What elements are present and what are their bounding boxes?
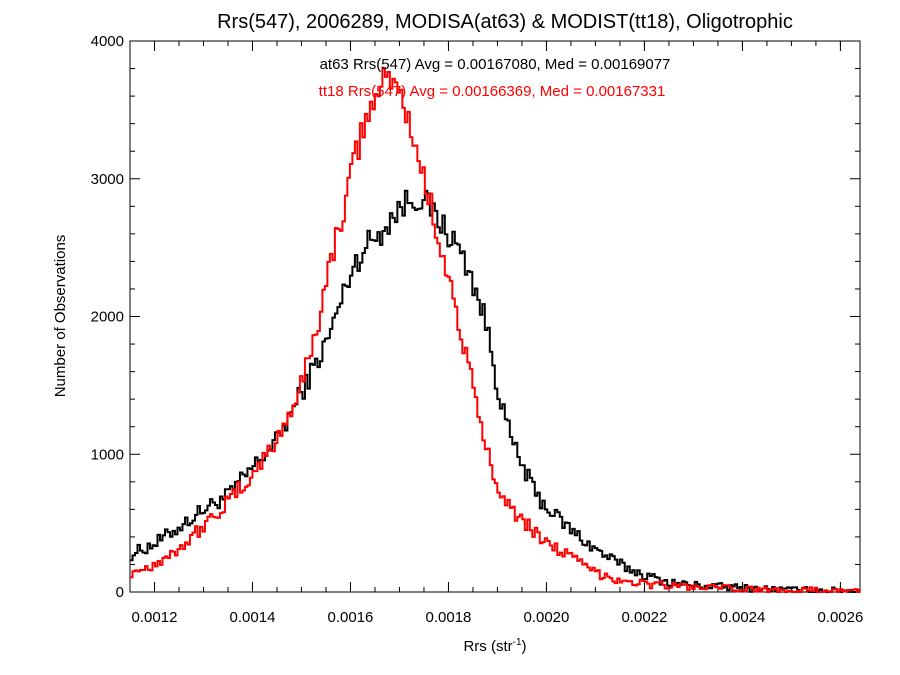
y-tick-label: 1000 xyxy=(91,446,124,463)
x-tick-label: 0.0022 xyxy=(621,609,667,626)
x-tick-label: 0.0020 xyxy=(523,609,569,626)
plot-frame xyxy=(129,40,861,593)
annotation-tt18: tt18 Rrs(547) Avg = 0.00166369, Med = 0.… xyxy=(319,83,666,100)
x-axis-label-close: ) xyxy=(522,638,527,655)
y-tick-label: 2000 xyxy=(91,309,124,326)
x-axis-label-sup: -1 xyxy=(513,637,522,648)
y-axis-label: Number of Observations xyxy=(52,235,69,398)
series-layer xyxy=(130,67,861,593)
x-axis-label: Rrs (str-1) xyxy=(463,637,526,655)
series-line-0 xyxy=(130,189,861,593)
x-tick-label: 0.0026 xyxy=(817,609,863,626)
x-tick-label: 0.0016 xyxy=(328,609,374,626)
x-axis-label-base: Rrs (str xyxy=(463,638,512,655)
series-line-1 xyxy=(130,67,861,593)
y-tick-label: 0 xyxy=(116,584,124,601)
x-tick-label: 0.0014 xyxy=(230,609,276,626)
y-tick-label: 3000 xyxy=(91,171,124,188)
annotation-at63: at63 Rrs(547) Avg = 0.00167080, Med = 0.… xyxy=(320,56,671,73)
x-axis-ticks: 0.0012 0.0014 0.0016 0.0018 0.0020 0.0022 0.00… xyxy=(129,41,863,626)
chart-title: Rrs(547), 2006289, MODISA(at63) & MODIST… xyxy=(217,11,793,33)
x-tick-label: 0.0024 xyxy=(719,609,765,626)
y-axis-ticks: 0 1000 2000 3000 4000 xyxy=(91,33,860,601)
x-tick-label: 0.0018 xyxy=(426,609,472,626)
y-tick-label: 4000 xyxy=(91,33,124,50)
x-tick-label: 0.0012 xyxy=(132,609,178,626)
